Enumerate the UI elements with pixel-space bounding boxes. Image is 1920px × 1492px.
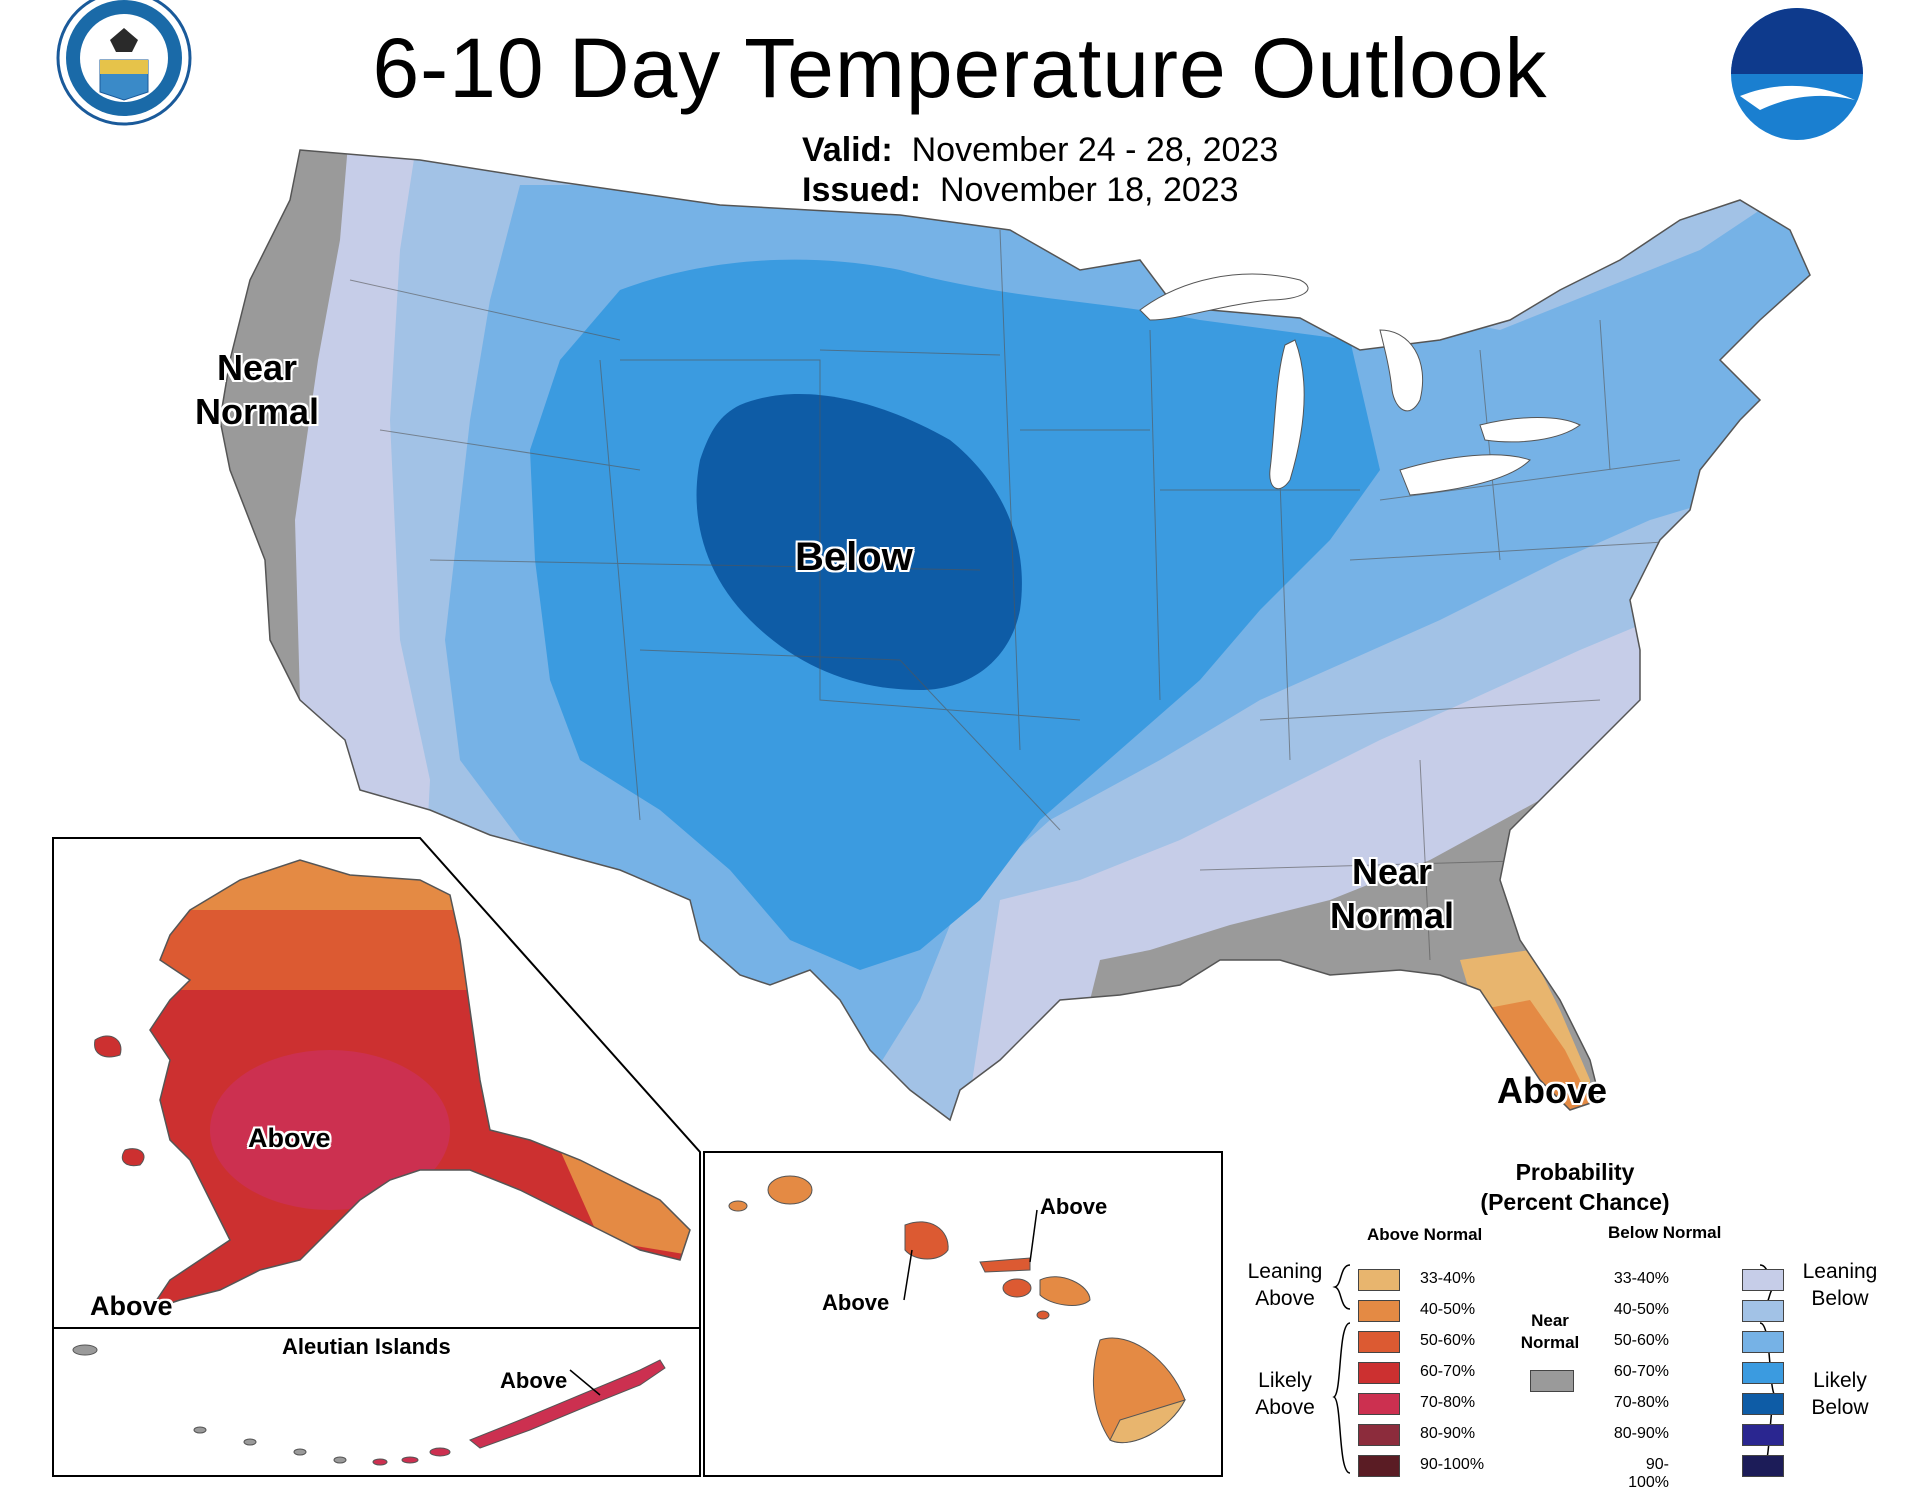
page-title: 6-10 Day Temperature Outlook xyxy=(372,21,1548,115)
state-boundaries xyxy=(349,229,1701,961)
near-normal-se-line2: Normal xyxy=(1330,895,1455,936)
above-range: 90-100% xyxy=(1420,1456,1485,1473)
below-range: 90-100% xyxy=(1628,1456,1669,1491)
likely-below-line2: Below xyxy=(1811,1396,1869,1419)
above-swatch xyxy=(1358,1362,1400,1384)
below-range: 60-70% xyxy=(1613,1363,1669,1380)
above-range: 80-90% xyxy=(1420,1425,1476,1442)
legend-title-line2: (Percent Chance) xyxy=(1480,1189,1670,1215)
above-swatch xyxy=(1358,1424,1400,1446)
valid-line: Valid: November 24 - 28, 2023 xyxy=(802,130,1278,170)
hawaii-islands xyxy=(728,1175,1186,1444)
noaa-logo-graphic xyxy=(1731,8,1863,140)
near-normal-west-line1: Near xyxy=(216,347,298,388)
probability-legend: Probability (Percent Chance) Above Norma… xyxy=(1230,1155,1920,1491)
below-label: Below xyxy=(795,535,913,579)
leaning-above-line1: Leaning xyxy=(1247,1260,1323,1283)
below-swatch xyxy=(1742,1269,1784,1291)
near-normal-west-line2: Normal xyxy=(195,391,320,432)
valid-date: November 24 - 28, 2023 xyxy=(911,131,1279,169)
above-swatch xyxy=(1358,1393,1400,1415)
above-swatch xyxy=(1358,1269,1400,1291)
below-swatch xyxy=(1742,1393,1784,1415)
issued-label: Issued: xyxy=(802,171,922,209)
valid-label: Valid: xyxy=(802,131,893,169)
below-swatch xyxy=(1742,1300,1784,1322)
near-normal-se-line1: Near xyxy=(1351,851,1433,892)
legend-title-line1: Probability xyxy=(1515,1159,1635,1185)
above-range: 50-60% xyxy=(1420,1332,1476,1349)
near-normal-west-label: Near Normal xyxy=(195,346,319,434)
legend-braces xyxy=(1332,1264,1778,1474)
alaska-above-sw-label: Above xyxy=(90,1291,173,1321)
below-range: 33-40% xyxy=(1613,1270,1669,1287)
hawaii-above-label-1: Above xyxy=(1040,1194,1108,1219)
likely-below-label: Likely Below xyxy=(1790,1367,1890,1421)
below-swatch xyxy=(1742,1331,1784,1353)
leaning-below-line2: Below xyxy=(1811,1287,1869,1310)
above-swatch xyxy=(1358,1331,1400,1353)
hawaii-above-label-2: Above xyxy=(822,1290,890,1315)
above-range: 70-80% xyxy=(1420,1394,1476,1411)
below-range: 40-50% xyxy=(1613,1301,1669,1318)
above-range: 40-50% xyxy=(1420,1301,1476,1318)
below-normal-header: Below Normal xyxy=(1608,1223,1722,1242)
leaning-above-line2: Above xyxy=(1255,1287,1315,1310)
issued-date: November 18, 2023 xyxy=(939,171,1239,209)
above-normal-header: Above Normal xyxy=(1367,1225,1483,1244)
likely-above-line2: Above xyxy=(1255,1396,1315,1419)
leaning-below-line1: Leaning xyxy=(1802,1260,1878,1283)
likely-above-label: Likely Above xyxy=(1240,1367,1330,1421)
near-normal-southeast-label: Near Normal xyxy=(1330,850,1454,938)
above-florida-label: Above xyxy=(1497,1070,1608,1111)
likely-below-line1: Likely xyxy=(1813,1369,1867,1392)
below-range: 80-90% xyxy=(1613,1425,1669,1442)
aleutian-islands xyxy=(72,1344,666,1466)
above-range: 60-70% xyxy=(1420,1363,1476,1380)
above-swatch xyxy=(1358,1455,1400,1477)
leaning-below-label: Leaning Below xyxy=(1790,1258,1890,1312)
above-range: 33-40% xyxy=(1420,1270,1476,1287)
near-normal-line1: Near xyxy=(1531,1311,1569,1330)
issued-line: Issued: November 18, 2023 xyxy=(802,170,1278,210)
below-swatch xyxy=(1742,1362,1784,1384)
likely-above-line1: Likely xyxy=(1258,1369,1312,1392)
department-of-commerce-seal-graphic xyxy=(56,0,192,126)
date-block: Valid: November 24 - 28, 2023 Issued: No… xyxy=(802,130,1278,210)
near-normal-legend-label: Near Normal xyxy=(1515,1310,1585,1354)
aleutian-above-label: Above xyxy=(500,1368,568,1393)
leaning-above-label: Leaning Above xyxy=(1240,1258,1330,1312)
aleutian-title: Aleutian Islands xyxy=(282,1334,451,1359)
below-swatch xyxy=(1742,1424,1784,1446)
below-range: 70-80% xyxy=(1613,1394,1669,1411)
below-range: 50-60% xyxy=(1613,1332,1669,1349)
near-normal-swatch xyxy=(1530,1370,1574,1392)
above-swatch xyxy=(1358,1300,1400,1322)
legend-title: Probability (Percent Chance) xyxy=(1440,1157,1710,1217)
alaska-above-center-label: Above xyxy=(248,1123,331,1153)
below-swatch xyxy=(1742,1455,1784,1477)
near-normal-line2: Normal xyxy=(1520,1333,1580,1352)
